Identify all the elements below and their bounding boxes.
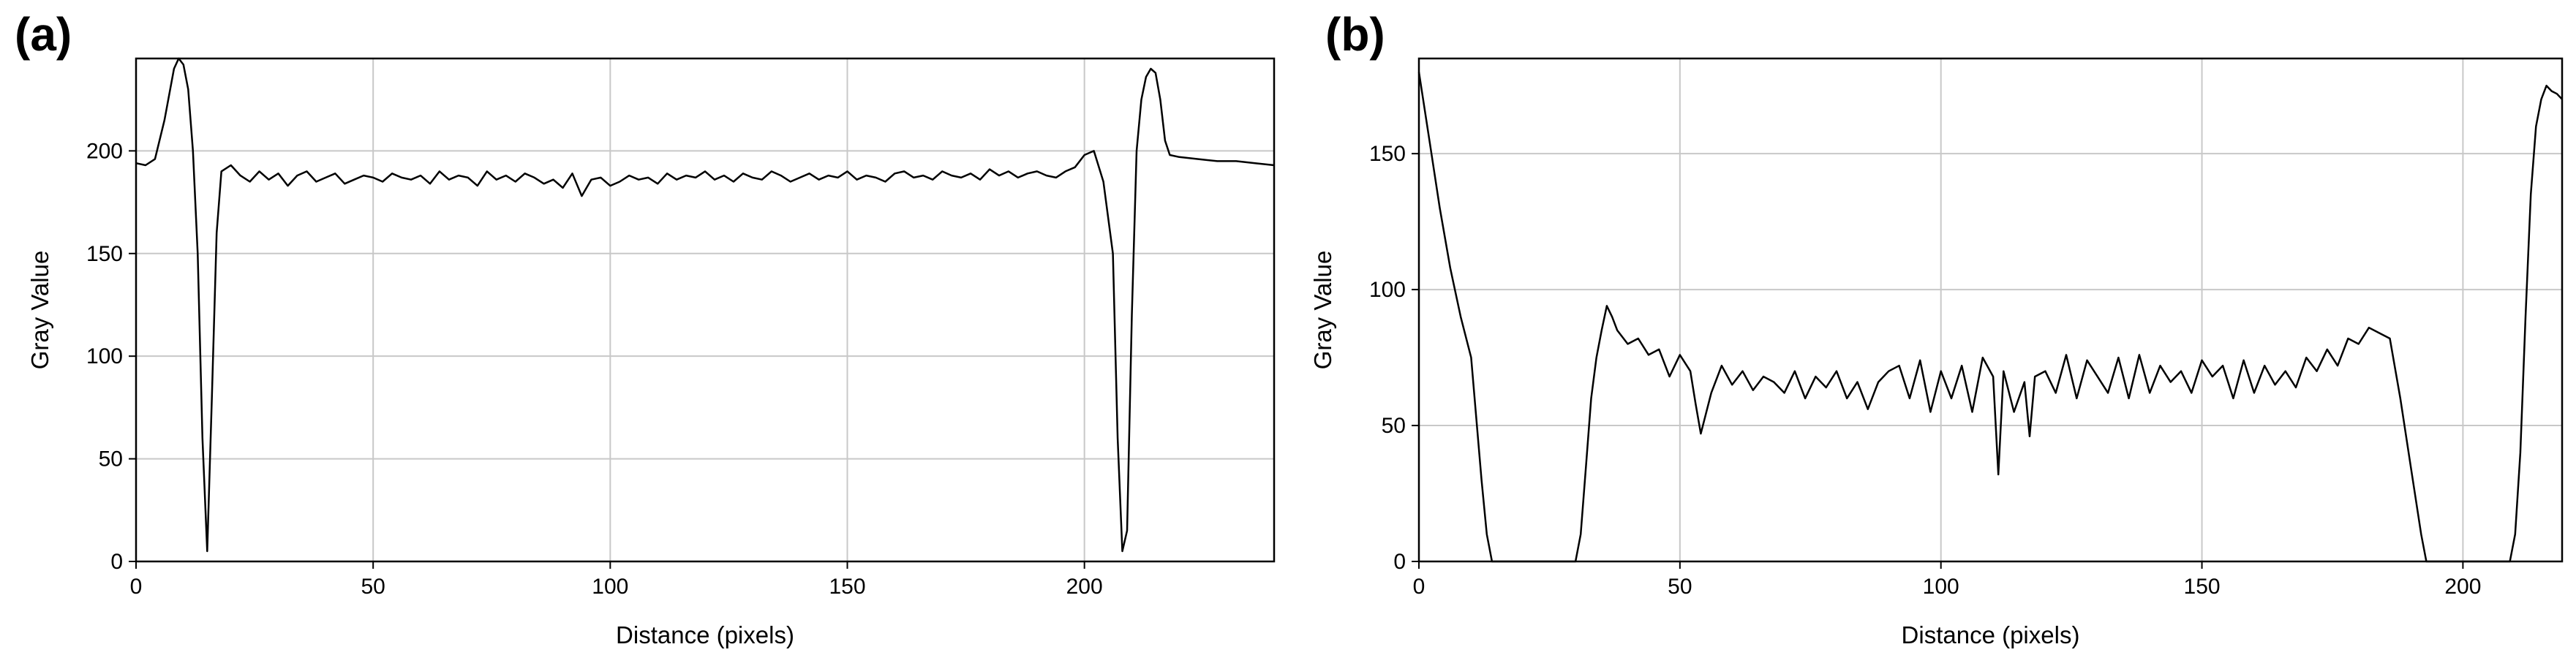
y-tick-label: 150	[86, 242, 123, 266]
panel-label-b: (b)	[1325, 8, 1385, 61]
x-tick-label: 0	[1413, 575, 1426, 599]
y-tick-label: 0	[110, 550, 123, 574]
panel-label-a: (a)	[15, 8, 72, 61]
y-tick-label: 200	[86, 139, 123, 163]
x-tick-label: 200	[1066, 575, 1103, 599]
x-axis-label: Distance (pixels)	[1902, 621, 2080, 648]
series-line	[1417, 72, 2563, 563]
y-axis-label: Gray Value	[26, 251, 53, 370]
y-tick-label: 100	[86, 344, 123, 368]
x-axis-label: Distance (pixels)	[616, 621, 794, 648]
y-tick-label: 0	[1393, 550, 1406, 574]
x-tick-label: 200	[2444, 575, 2481, 599]
x-tick-label: 100	[1923, 575, 1959, 599]
plot-frame	[135, 57, 1276, 563]
series-line	[135, 57, 1275, 553]
chart-a: 0 50 100 150 200 0 50 100 150 200 Distance (pixels…	[26, 57, 1276, 648]
x-tick-label: 150	[829, 575, 865, 599]
y-tick-label: 150	[1369, 142, 1406, 166]
plot-frame	[1417, 57, 2564, 563]
y-tick-label: 50	[1382, 414, 1406, 438]
x-tick-label: 100	[592, 575, 628, 599]
x-tick-label: 150	[2184, 575, 2221, 599]
x-tick-label: 50	[361, 575, 385, 599]
x-tick-label: 0	[130, 575, 143, 599]
y-tick-label: 100	[1369, 278, 1406, 302]
y-axis-label: Gray Value	[1309, 251, 1336, 370]
x-tick-label: 50	[1668, 575, 1692, 599]
y-tick-label: 50	[99, 447, 123, 472]
chart-b: 0 50 100 150 200 0 50 100 150 Distance (pixels) Gr…	[1309, 57, 2564, 648]
